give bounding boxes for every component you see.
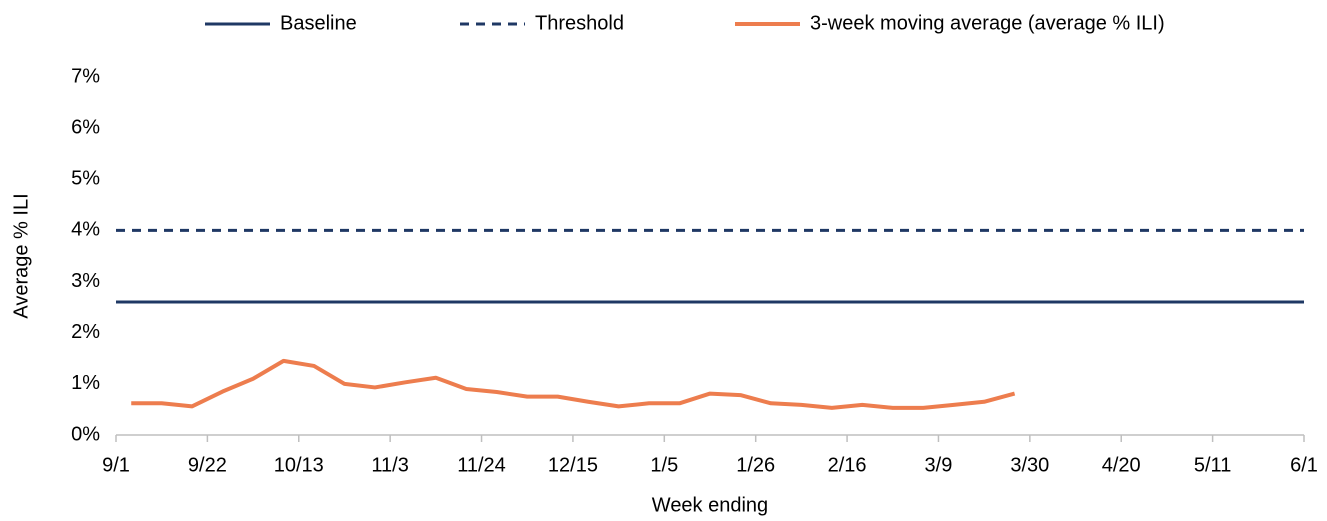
legend-label: Baseline [280, 12, 357, 34]
x-tick-label: 9/22 [188, 454, 227, 476]
x-tick-label: 9/1 [102, 454, 130, 476]
y-tick-label: 4% [71, 219, 100, 241]
x-tick-label: 3/9 [925, 454, 953, 476]
x-tick-label: 1/26 [736, 454, 775, 476]
x-tick-label: 3/30 [1010, 454, 1049, 476]
x-tick-label: 11/24 [457, 454, 506, 476]
y-axis-title: Average % ILI [10, 193, 32, 318]
x-tick-label: 11/3 [371, 454, 408, 476]
legend-label: Threshold [535, 12, 624, 34]
y-tick-label: 0% [71, 423, 100, 445]
x-tick-label: 12/15 [548, 454, 598, 476]
y-tick-label: 1% [71, 372, 100, 394]
y-tick-label: 6% [71, 116, 100, 138]
y-tick-label: 7% [71, 65, 100, 87]
x-tick-label: 4/20 [1102, 454, 1141, 476]
x-axis-title: Week ending [652, 494, 768, 516]
y-tick-label: 5% [71, 168, 100, 190]
y-tick-label: 2% [71, 321, 100, 343]
y-tick-label: 3% [71, 270, 100, 292]
x-tick-label: 5/11 [1194, 454, 1231, 476]
x-tick-label: 2/16 [828, 454, 867, 476]
legend-label: 3-week moving average (average % ILI) [810, 12, 1165, 34]
x-tick-label: 6/1 [1290, 454, 1318, 476]
series-line [131, 358, 1016, 410]
x-tick-label: 1/5 [650, 454, 678, 476]
x-tick-label: 10/13 [274, 454, 324, 476]
